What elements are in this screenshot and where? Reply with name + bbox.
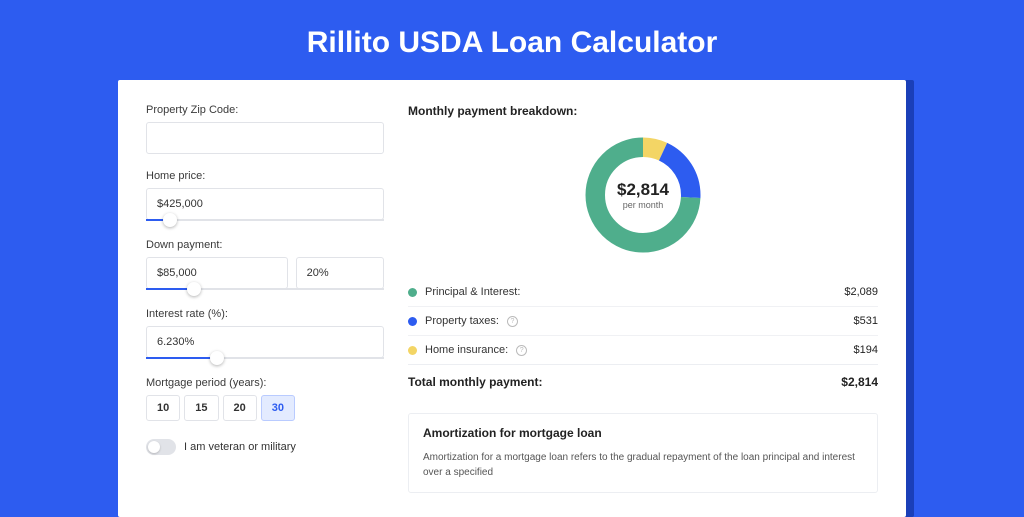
down-payment-slider[interactable]: [146, 288, 384, 290]
legend-dot-taxes: [408, 317, 417, 326]
interest-rate-label: Interest rate (%):: [146, 308, 384, 320]
zip-field: Property Zip Code:: [146, 104, 384, 154]
period-label: Mortgage period (years):: [146, 377, 384, 389]
home-price-label: Home price:: [146, 170, 384, 182]
amortization-text: Amortization for a mortgage loan refers …: [423, 450, 863, 480]
period-option-30[interactable]: 30: [261, 395, 295, 421]
info-icon[interactable]: ?: [516, 345, 527, 356]
amortization-title: Amortization for mortgage loan: [423, 426, 863, 440]
total-value: $2,814: [841, 375, 878, 389]
legend-row-principal: Principal & Interest: $2,089: [408, 278, 878, 307]
veteran-toggle-row: I am veteran or military: [146, 439, 384, 455]
legend-dot-principal: [408, 288, 417, 297]
interest-rate-field: Interest rate (%):: [146, 308, 384, 359]
legend-dot-insurance: [408, 346, 417, 355]
home-price-field: Home price:: [146, 170, 384, 221]
down-payment-pct-input[interactable]: [296, 257, 384, 289]
interest-rate-input[interactable]: [146, 326, 384, 358]
down-payment-field: Down payment:: [146, 239, 384, 290]
veteran-label: I am veteran or military: [184, 441, 296, 453]
donut-center: $2,814 per month: [617, 180, 669, 210]
period-option-10[interactable]: 10: [146, 395, 180, 421]
donut-chart: $2,814 per month: [580, 132, 706, 258]
legend-value-insurance: $194: [854, 344, 878, 356]
home-price-slider[interactable]: [146, 219, 384, 221]
total-row: Total monthly payment: $2,814: [408, 364, 878, 405]
legend-label-principal: Principal & Interest:: [425, 286, 520, 298]
toggle-knob: [148, 441, 160, 453]
results-column: Monthly payment breakdown: $2,814 per mo…: [408, 104, 878, 493]
legend-label-insurance: Home insurance:: [425, 344, 508, 356]
interest-rate-slider[interactable]: [146, 357, 384, 359]
donut-chart-wrap: $2,814 per month: [408, 132, 878, 258]
down-payment-input[interactable]: [146, 257, 288, 289]
inputs-column: Property Zip Code: Home price: Down paym…: [146, 104, 384, 493]
total-label: Total monthly payment:: [408, 375, 542, 389]
zip-label: Property Zip Code:: [146, 104, 384, 116]
down-payment-label: Down payment:: [146, 239, 384, 251]
legend-label-taxes: Property taxes:: [425, 315, 499, 327]
home-price-input[interactable]: [146, 188, 384, 220]
legend-row-taxes: Property taxes:? $531: [408, 307, 878, 336]
calculator-card: Property Zip Code: Home price: Down paym…: [118, 80, 906, 517]
info-icon[interactable]: ?: [507, 316, 518, 327]
legend-list: Principal & Interest: $2,089 Property taxe…: [408, 278, 878, 364]
page-title: Rillito USDA Loan Calculator: [0, 0, 1024, 80]
amortization-card: Amortization for mortgage loan Amortizat…: [408, 413, 878, 493]
period-options: 10152030: [146, 395, 384, 421]
donut-sub: per month: [617, 200, 669, 210]
period-option-15[interactable]: 15: [184, 395, 218, 421]
veteran-toggle[interactable]: [146, 439, 176, 455]
legend-value-taxes: $531: [854, 315, 878, 327]
period-option-20[interactable]: 20: [223, 395, 257, 421]
legend-row-insurance: Home insurance:? $194: [408, 336, 878, 364]
legend-value-principal: $2,089: [844, 286, 878, 298]
breakdown-heading: Monthly payment breakdown:: [408, 104, 878, 118]
zip-input[interactable]: [146, 122, 384, 154]
donut-amount: $2,814: [617, 180, 669, 200]
